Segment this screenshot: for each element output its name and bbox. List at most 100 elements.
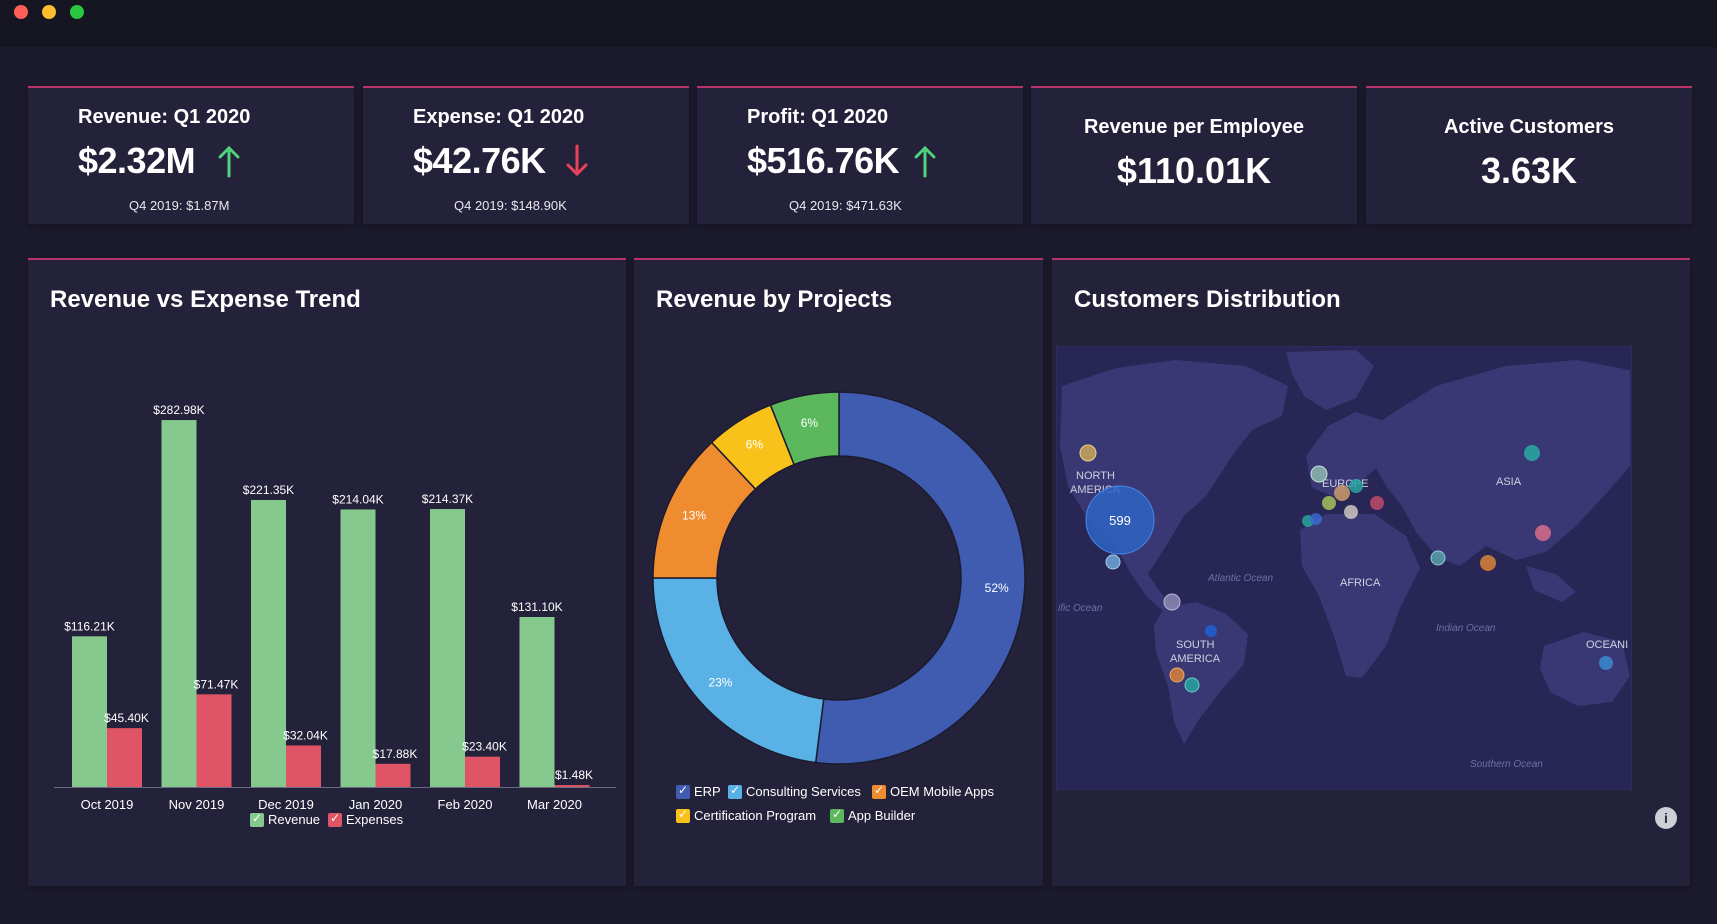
kpi-value: $2.32M xyxy=(78,140,196,181)
asia-shape xyxy=(1376,360,1630,566)
slice-data-label: 6% xyxy=(801,416,819,430)
minimize-window-button[interactable] xyxy=(42,5,56,19)
bar-data-label: $71.47K xyxy=(194,677,239,691)
ocean-label-pacific: ific Ocean xyxy=(1058,603,1103,614)
legend-item-expenses[interactable]: Expenses xyxy=(328,811,404,827)
bar-data-label: $1.48K xyxy=(555,768,593,782)
kpi-comparison: Q4 2019: $148.90K xyxy=(454,198,567,213)
australia-shape xyxy=(1540,632,1630,706)
customer-bubble-value: 599 xyxy=(1109,513,1131,528)
customer-bubble[interactable] xyxy=(1079,444,1097,462)
trend-up-icon xyxy=(218,145,240,178)
donut-slice[interactable] xyxy=(652,577,825,764)
expenses-bar[interactable] xyxy=(107,728,142,787)
legend-item-erp[interactable]: ERP xyxy=(676,783,721,799)
customer-bubble[interactable] xyxy=(1184,677,1200,693)
customer-bubble[interactable] xyxy=(1370,496,1384,510)
customers-distribution-panel: Customers Distribution NORTH AMERICA SOU… xyxy=(1052,258,1690,886)
kpi-comparison: Q4 2019: $471.63K xyxy=(789,198,902,213)
legend-label: Consulting Services xyxy=(746,784,861,799)
bar-data-label: $23.40K xyxy=(462,740,507,754)
trend-down-icon xyxy=(566,144,588,177)
kpi-card-active-customers[interactable]: Active Customers 3.63K xyxy=(1366,86,1692,224)
legend-label: Certification Program xyxy=(694,808,817,823)
donut-slice[interactable] xyxy=(769,391,840,466)
legend-item-app-builder[interactable]: App Builder xyxy=(830,807,916,823)
x-tick-label: Jan 2020 xyxy=(349,797,403,812)
bar-data-label: $131.10K xyxy=(511,600,562,614)
checkbox-icon xyxy=(676,783,690,799)
legend-label: Expenses xyxy=(346,812,404,827)
kpi-card-revenue[interactable]: Revenue: Q1 2020 $2.32M Q4 2019: $1.87M xyxy=(28,86,354,224)
info-icon[interactable]: i xyxy=(1655,807,1677,829)
window-titlebar xyxy=(0,0,1717,47)
customer-bubble[interactable] xyxy=(1334,485,1350,501)
expenses-bar[interactable] xyxy=(286,745,321,787)
customer-bubble[interactable] xyxy=(1310,513,1322,525)
south-america-shape xyxy=(1154,602,1248,744)
x-tick-label: Oct 2019 xyxy=(81,797,134,812)
customer-bubble[interactable] xyxy=(1430,550,1446,566)
world-map[interactable]: NORTH AMERICA SOUTH AMERICA EUROPE ASIA … xyxy=(1055,345,1633,791)
revenue-bar[interactable] xyxy=(161,420,197,787)
customer-bubble[interactable] xyxy=(1163,593,1181,611)
bar-data-label: $214.37K xyxy=(422,492,473,506)
maximize-window-button[interactable] xyxy=(70,5,84,19)
kpi-card-revenue-per-employee[interactable]: Revenue per Employee $110.01K xyxy=(1031,86,1357,224)
donut-slice[interactable] xyxy=(814,391,1026,765)
customer-bubble[interactable] xyxy=(1085,485,1155,555)
revenue-bar[interactable] xyxy=(340,509,376,787)
bar-data-label: $214.04K xyxy=(332,492,383,506)
customer-bubble[interactable] xyxy=(1105,554,1121,570)
revenue-projects-donut-chart: 52% 23% 13% 6% 6% xyxy=(652,391,1026,765)
customer-bubble[interactable] xyxy=(1480,555,1496,571)
checkbox-icon xyxy=(328,811,342,827)
kpi-card-profit[interactable]: Profit: Q1 2020 $516.76K Q4 2019: $471.6… xyxy=(697,86,1023,224)
region-label-asia: ASIA xyxy=(1496,476,1522,488)
checkbox-icon xyxy=(676,807,690,823)
expenses-bar[interactable] xyxy=(465,756,500,787)
customer-bubble[interactable] xyxy=(1349,479,1363,493)
legend-label: App Builder xyxy=(848,808,916,823)
revenue-bar[interactable] xyxy=(430,509,465,787)
checkbox-icon xyxy=(872,783,886,799)
kpi-value: 3.63K xyxy=(1480,150,1578,191)
kpi-value: $516.76K xyxy=(747,140,900,181)
customer-bubble[interactable] xyxy=(1535,525,1551,541)
ocean-label-southern: Southern Ocean xyxy=(1470,759,1543,770)
kpi-value: $110.01K xyxy=(1116,150,1272,191)
customer-bubble[interactable] xyxy=(1169,667,1185,683)
region-label-north-america: NORTH xyxy=(1076,470,1115,482)
legend-item-consulting-services[interactable]: Consulting Services xyxy=(728,783,861,799)
revenue-bar[interactable] xyxy=(72,636,107,787)
revenue-bar[interactable] xyxy=(519,617,555,787)
legend-item-oem-mobile-apps[interactable]: OEM Mobile Apps xyxy=(872,783,995,799)
legend-label: OEM Mobile Apps xyxy=(890,784,995,799)
slice-data-label: 6% xyxy=(746,438,764,452)
expenses-bar[interactable] xyxy=(196,694,232,787)
region-label-south-america: AMERICA xyxy=(1170,653,1221,665)
europe-shape xyxy=(1306,412,1392,496)
expenses-bar[interactable] xyxy=(554,785,590,787)
bar-data-label: $116.21K xyxy=(64,619,115,633)
customer-bubble[interactable] xyxy=(1599,656,1613,670)
close-window-button[interactable] xyxy=(14,5,28,19)
customer-bubble[interactable] xyxy=(1524,445,1540,461)
customer-bubble[interactable] xyxy=(1310,465,1328,483)
checkbox-icon xyxy=(728,783,742,799)
ocean-label-indian: Indian Ocean xyxy=(1436,623,1496,634)
trend-up-icon xyxy=(914,145,936,178)
kpi-title: Active Customers xyxy=(1443,116,1615,138)
revenue-bar[interactable] xyxy=(251,499,286,787)
legend-item-certification-program[interactable]: Certification Program xyxy=(676,807,817,823)
kpi-title: Expense: Q1 2020 xyxy=(413,106,585,128)
customer-bubble[interactable] xyxy=(1322,496,1336,510)
panel-title: Revenue vs Expense Trend xyxy=(50,286,361,313)
customer-bubble[interactable] xyxy=(1205,625,1217,637)
revenue-expense-trend-panel: Revenue vs Expense Trend $116.21K $45.40K… xyxy=(28,258,626,886)
expenses-bar[interactable] xyxy=(375,763,411,787)
kpi-card-expense[interactable]: Expense: Q1 2020 $42.76K Q4 2019: $148.9… xyxy=(363,86,689,224)
customer-bubble[interactable] xyxy=(1344,505,1358,519)
kpi-title: Profit: Q1 2020 xyxy=(747,106,889,128)
legend-item-revenue[interactable]: Revenue xyxy=(250,811,320,827)
